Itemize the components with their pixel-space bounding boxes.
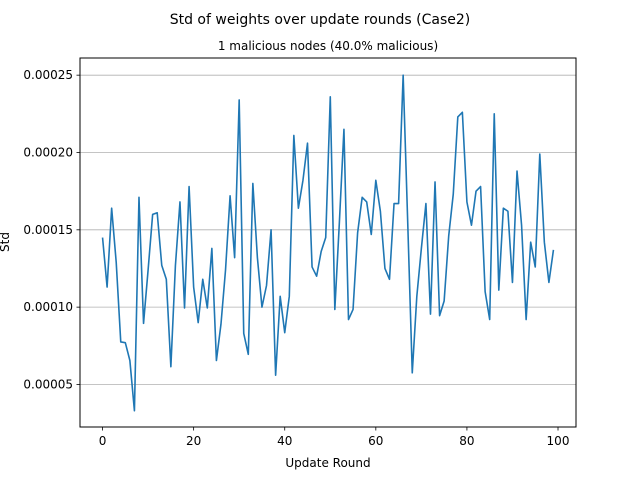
y-tick-label: 0.00015	[23, 223, 73, 237]
plot-frame	[79, 57, 577, 428]
y-axis-label: Std	[0, 232, 12, 252]
y-tick-label: 0.00005	[23, 377, 73, 391]
x-axis-label: Update Round	[285, 456, 370, 470]
y-tick-label: 0.00025	[23, 68, 73, 82]
chart-title: Std of weights over update rounds (Case2…	[170, 12, 471, 28]
x-tick-label: 40	[277, 434, 292, 448]
plot-area	[101, 74, 555, 412]
x-tick-label: 100	[547, 434, 570, 448]
chart-subtitle: 1 malicious nodes (40.0% malicious)	[218, 39, 438, 53]
y-tick-label: 0.00020	[23, 145, 73, 159]
series-line	[101, 74, 555, 412]
x-tick-label: 80	[459, 434, 474, 448]
x-axis: 0 20 40 60 80 100	[99, 427, 570, 448]
x-tick-label: 60	[368, 434, 383, 448]
x-tick-label: 0	[99, 434, 107, 448]
y-tick-label: 0.00010	[23, 300, 73, 314]
y-axis: 0.00005 0.00010 0.00015 0.00020 0.00025	[23, 68, 80, 391]
x-tick-label: 20	[186, 434, 201, 448]
